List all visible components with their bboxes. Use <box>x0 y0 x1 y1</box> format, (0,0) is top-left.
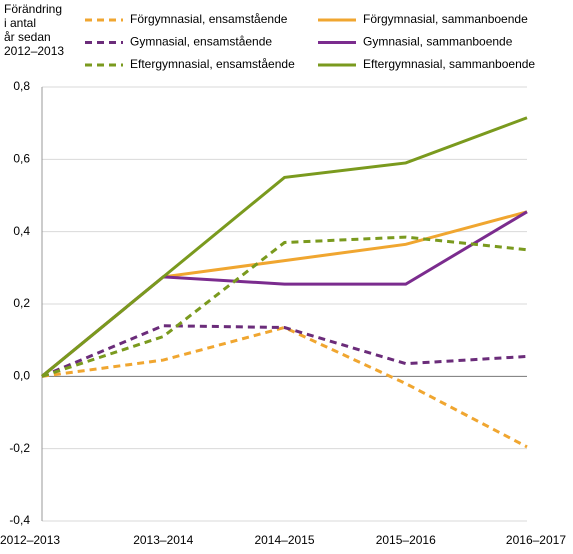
series-line <box>41 116 528 378</box>
y-tick-label: -0,4 <box>9 513 30 527</box>
y-tick-label: 0,8 <box>13 79 30 93</box>
x-tick-label: 2012–2013 <box>0 533 60 547</box>
y-tick-label: 0,2 <box>13 296 30 310</box>
legend-label: Gymnasial, ensamstående <box>130 35 272 49</box>
legend-label: Förgymnasial, sammanboende <box>363 12 528 26</box>
y-tick-label: 0,6 <box>13 152 30 166</box>
y-tick-label: 0,4 <box>13 224 30 238</box>
y-tick-label: 0,0 <box>13 369 30 383</box>
legend-label: Eftergymnasial, ensamstående <box>130 57 295 71</box>
x-tick-label: 2013–2014 <box>133 533 193 547</box>
series-line <box>41 324 528 378</box>
legend-label: Gymnasial, sammanboende <box>363 35 513 49</box>
x-tick-label: 2016–2017 <box>506 533 566 547</box>
series-line <box>41 325 528 449</box>
series-line <box>41 235 528 378</box>
y-tick-label: -0,2 <box>9 441 30 455</box>
y-axis-title: i antal <box>4 16 36 30</box>
x-tick-label: 2015–2016 <box>376 533 436 547</box>
legend-label: Eftergymnasial, sammanboende <box>363 57 535 71</box>
y-axis-title: år sedan <box>4 30 51 44</box>
x-tick-label: 2014–2015 <box>254 533 314 547</box>
legend-label: Förgymnasial, ensamstående <box>130 12 288 26</box>
y-axis-title: 2012–2013 <box>4 44 64 58</box>
y-axis-title: Förändring <box>4 2 62 16</box>
